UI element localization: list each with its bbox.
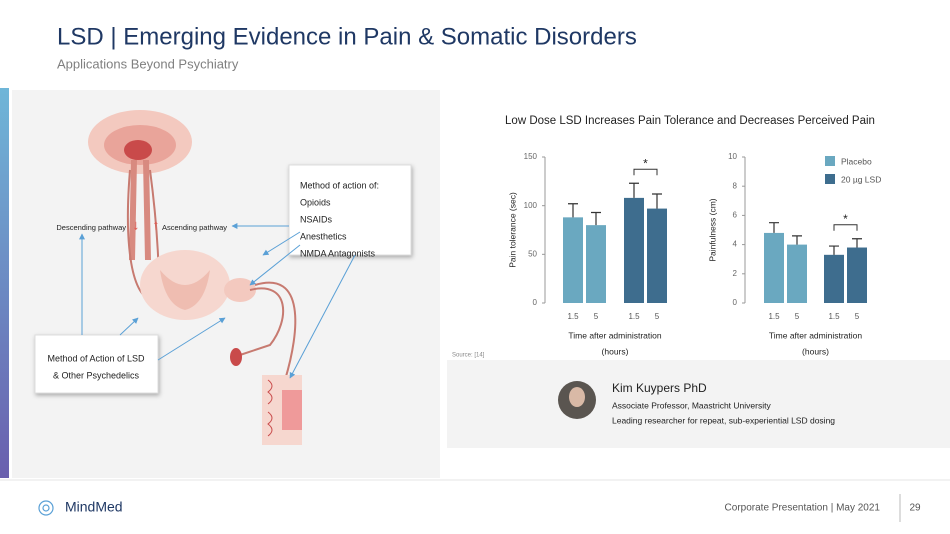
- bar: [647, 208, 667, 303]
- moa-title: Method of action of:: [300, 180, 379, 190]
- source: Source: [14]: [452, 353, 485, 359]
- significance-bracket: [833, 224, 858, 231]
- y-tick-label: 0: [533, 298, 538, 307]
- error-bar: [568, 203, 578, 218]
- error-bar: [852, 238, 862, 248]
- y-axis-label: Painfulness (cm): [707, 198, 717, 261]
- error-bar: [792, 235, 802, 245]
- x-tick-label: 1.5: [768, 312, 780, 321]
- y-tick-label: 50: [528, 249, 537, 258]
- bar: [764, 232, 784, 303]
- svg-text:↑: ↑: [153, 217, 160, 233]
- side-bar: [0, 88, 9, 478]
- y-axis-label: Pain tolerance (sec): [507, 192, 517, 268]
- moa-item: NSAIDs: [300, 214, 333, 224]
- error-bar: [769, 222, 779, 233]
- ascending-label: Ascending pathway: [162, 223, 227, 232]
- x-axis-label: Time after administration: [769, 330, 862, 340]
- anatomy: ↓ ↑: [88, 110, 302, 445]
- y-tick-label: 6: [733, 211, 738, 220]
- profile-name: Kim Kuypers PhD: [612, 381, 707, 395]
- bar: [586, 225, 606, 303]
- x-tick-label: 5: [855, 312, 860, 321]
- y-tick-label: 0: [733, 298, 738, 307]
- moa-item: Opioids: [300, 197, 331, 207]
- legend-swatch: [825, 174, 835, 184]
- moa-box: [288, 164, 412, 256]
- title: LSD | Emerging Evidence in Pain & Somati…: [57, 23, 637, 50]
- figure-title: Low Dose LSD Increases Pain Tolerance an…: [505, 115, 875, 127]
- bar: [624, 197, 644, 303]
- moa-item: NMDA Antagonists: [300, 248, 376, 258]
- lsd-line: & Other Psychedelics: [53, 370, 140, 380]
- legend-label: 20 µg LSD: [841, 174, 881, 184]
- bar: [824, 254, 844, 303]
- y-tick-label: 2: [733, 269, 738, 278]
- legend-label: Placebo: [841, 156, 872, 166]
- bar: [787, 244, 807, 303]
- profile-description: Leading researcher for repeat, sub-exper…: [612, 415, 835, 425]
- profile-panel: [447, 360, 950, 448]
- x-tick-label: 5: [795, 312, 800, 321]
- x-tick-label: 1.5: [567, 312, 579, 321]
- significance-label: *: [843, 212, 848, 226]
- significance-label: *: [643, 156, 648, 170]
- y-tick-label: 8: [733, 181, 738, 190]
- arrows: [79, 223, 356, 379]
- profile-photo-face: [569, 387, 585, 407]
- subtitle: Applications Beyond Psychiatry: [57, 56, 239, 71]
- logo: [38, 500, 54, 516]
- y-tick-label: 10: [728, 152, 737, 161]
- x-tick-label: 5: [594, 312, 599, 321]
- y-tick-label: 150: [524, 152, 538, 161]
- bar: [847, 247, 867, 303]
- y-tick-label: 100: [524, 201, 538, 210]
- lsd-line: Method of Action of LSD: [47, 353, 145, 363]
- error-bar: [591, 211, 601, 226]
- moa-item: Anesthetics: [300, 231, 347, 241]
- svg-text:↓: ↓: [133, 217, 140, 233]
- profile-role: Associate Professor, Maastricht Universi…: [612, 400, 771, 410]
- error-bar: [829, 245, 839, 255]
- x-axis-label: Time after administration: [568, 330, 661, 340]
- y-tick-label: 4: [733, 240, 738, 249]
- x-tick-label: 5: [655, 312, 660, 321]
- error-bar: [629, 182, 639, 198]
- legend-swatch: [825, 156, 835, 166]
- x-tick-label: 1.5: [628, 312, 640, 321]
- page-number: 29: [909, 503, 921, 514]
- error-bar: [652, 193, 662, 209]
- x-axis-label: (hours): [602, 346, 629, 356]
- brand: MindMed: [65, 499, 123, 515]
- significance-bracket: [633, 168, 658, 176]
- x-tick-label: 1.5: [828, 312, 840, 321]
- descending-label: Descending pathway: [56, 223, 126, 232]
- x-axis-label: (hours): [802, 346, 829, 356]
- bar: [563, 217, 583, 303]
- figure-panel: [447, 90, 950, 360]
- lsd-box: [34, 334, 159, 394]
- presentation: Corporate Presentation | May 2021: [725, 503, 881, 514]
